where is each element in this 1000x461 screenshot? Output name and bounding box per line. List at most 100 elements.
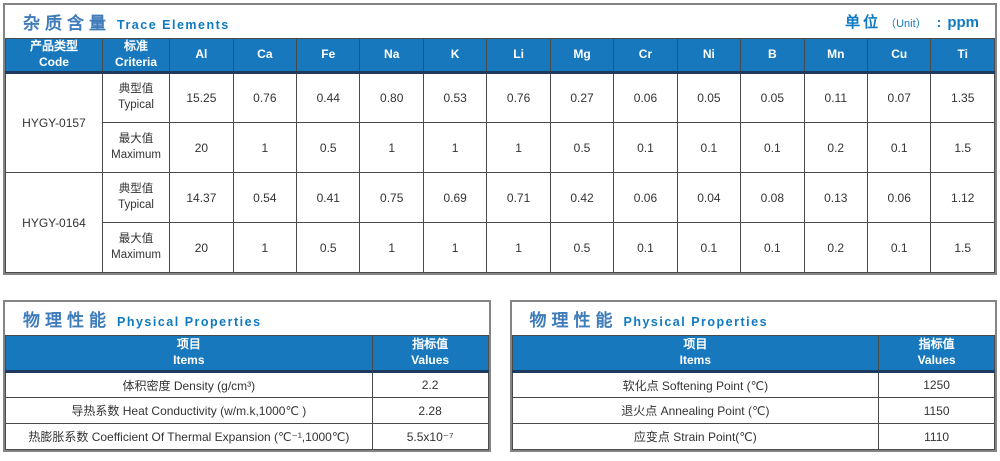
trace-elements-header: 杂质含量 Trace Elements 单位 （Unit） : ppm [5,5,995,38]
table-row: 应变点 Strain Point(℃) 1110 [511,423,995,450]
section-title: 物理性能 Physical Properties [530,306,769,331]
value-cell: 0.1 [740,222,805,273]
col-header-values-en: Values [917,353,956,367]
value-cell: 0.75 [359,172,424,223]
value-cell: 0.07 [866,72,932,123]
criteria-en: Typical [118,198,154,211]
col-header-criteria: 标准 Criteria [101,38,171,74]
col-header-cr: Cr [613,38,678,74]
col-header-items-zh: 项目 [176,337,201,352]
unit-value: ppm [947,14,979,31]
table-row: 软化点 Softening Point (℃) 1250 [511,371,995,398]
property-name-cell: 导热系数 Heat Conductivity (w/m.k,1000℃ ) [5,397,373,424]
property-value-cell: 1150 [878,397,995,424]
col-header-criteria-zh: 标准 [124,39,149,54]
col-header-ti: Ti [930,38,995,74]
criteria-cell: 典型值 Typical [101,172,171,223]
unit-label: 单位 （Unit） : ppm [845,11,979,32]
col-header-values: 指标值 Values [878,335,995,373]
value-cell: 0.11 [803,72,868,123]
value-cell: 0.5 [296,222,361,273]
value-cell: 0.1 [613,122,678,173]
col-header-al: Al [169,38,234,74]
property-value-cell: 5.5x10⁻⁷ [371,423,489,450]
value-cell: 0.1 [676,222,742,273]
col-header-values-en: Values [411,353,450,367]
col-header-fe: Fe [296,38,361,74]
col-header-code: 产品类型 Code [5,38,103,74]
value-cell: 1 [359,222,424,273]
section-title-zh: 杂质含量 [23,14,111,33]
table-row-0157-maximum: 最大值 Maximum 20 1 0.5 1 1 1 0.5 0.1 0.1 0… [6,122,995,173]
value-cell: 14.37 [169,172,234,223]
value-cell: 0.2 [803,222,868,273]
value-cell: 0.1 [866,222,932,273]
criteria-zh: 典型值 [118,83,154,96]
section-title: 物理性能 Physical Properties [23,306,262,331]
value-cell: 0.13 [803,172,868,223]
value-cell: 0.53 [422,72,488,123]
col-header-items: 项目 Items [511,335,880,373]
value-cell: 0.1 [740,122,805,173]
criteria-zh: 典型值 [118,182,154,195]
physical-properties-right-section: 物理性能 Physical Properties 项目 Items 指标值 Va… [509,300,997,452]
value-cell: 1 [486,122,551,173]
col-header-values-zh: 指标值 [918,337,955,352]
col-header-criteria-en: Criteria [115,55,158,69]
unit-colon: : [936,14,942,30]
section-title-en: Physical Properties [117,315,262,329]
criteria-cell: 典型值 Typical [101,72,171,123]
col-header-na: Na [359,38,424,74]
section-title: 杂质含量 Trace Elements [23,9,230,34]
value-cell: 0.05 [676,72,742,123]
property-name-cell: 软化点 Softening Point (℃) [511,371,880,398]
col-header-mg: Mg [549,38,615,74]
value-cell: 1 [232,222,298,273]
col-header-items-en: Items [679,353,712,367]
value-cell: 0.27 [549,72,615,123]
unit-label-zh: 单位 [845,14,882,31]
property-name-cell: 退火点 Annealing Point (℃) [511,397,880,424]
value-cell: 0.06 [613,172,678,223]
table-row: 退火点 Annealing Point (℃) 1150 [511,397,995,424]
col-header-items: 项目 Items [5,335,373,373]
col-header-values: 指标值 Values [371,335,489,373]
col-header-cu: Cu [866,38,932,74]
value-cell: 0.05 [740,72,805,123]
table-row: 体积密度 Density (g/cm³) 2.2 [5,371,489,398]
value-cell: 20 [169,122,234,173]
criteria-zh: 最大值 [118,132,154,145]
col-header-code-en: Code [38,55,69,69]
criteria-cell: 最大值 Maximum [101,122,171,173]
value-cell: 0.80 [359,72,424,123]
col-header-mn: Mn [803,38,868,74]
section-title-en: Trace Elements [117,18,230,32]
value-cell: 0.5 [296,122,361,173]
value-cell: 0.06 [613,72,678,123]
col-header-ni: Ni [676,38,742,74]
col-header-ca: Ca [232,38,298,74]
value-cell: 0.69 [422,172,488,223]
product-code-cell: HYGY-0164 [5,172,103,273]
physical-properties-row: 物理性能 Physical Properties 项目 Items 指标值 Va… [3,300,997,452]
physical-properties-left-section: 物理性能 Physical Properties 项目 Items 指标值 Va… [3,300,491,452]
value-cell: 0.76 [486,72,551,123]
property-value-cell: 1110 [878,423,995,450]
value-cell: 0.42 [549,172,615,223]
criteria-en: Typical [118,99,154,111]
value-cell: 0.54 [232,172,298,223]
value-cell: 1 [422,122,488,173]
table-row-0164-maximum: 最大值 Maximum 20 1 0.5 1 1 1 0.5 0.1 0.1 0… [6,222,995,273]
value-cell: 1.12 [930,172,995,223]
criteria-en: Maximum [111,248,161,261]
value-cell: 1.35 [930,72,995,123]
property-name-cell: 应变点 Strain Point(℃) [511,423,880,450]
criteria-en: Maximum [111,148,161,161]
criteria-zh: 最大值 [118,232,154,245]
trace-elements-grid: 产品类型 Code 标准 Criteria Al Ca Fe Na K Li M… [5,38,995,273]
value-cell: 0.2 [803,122,868,173]
property-value-cell: 2.28 [371,397,489,424]
section-title-zh: 物理性能 [23,311,111,330]
value-cell: 0.71 [486,172,551,223]
value-cell: 0.5 [549,122,615,173]
